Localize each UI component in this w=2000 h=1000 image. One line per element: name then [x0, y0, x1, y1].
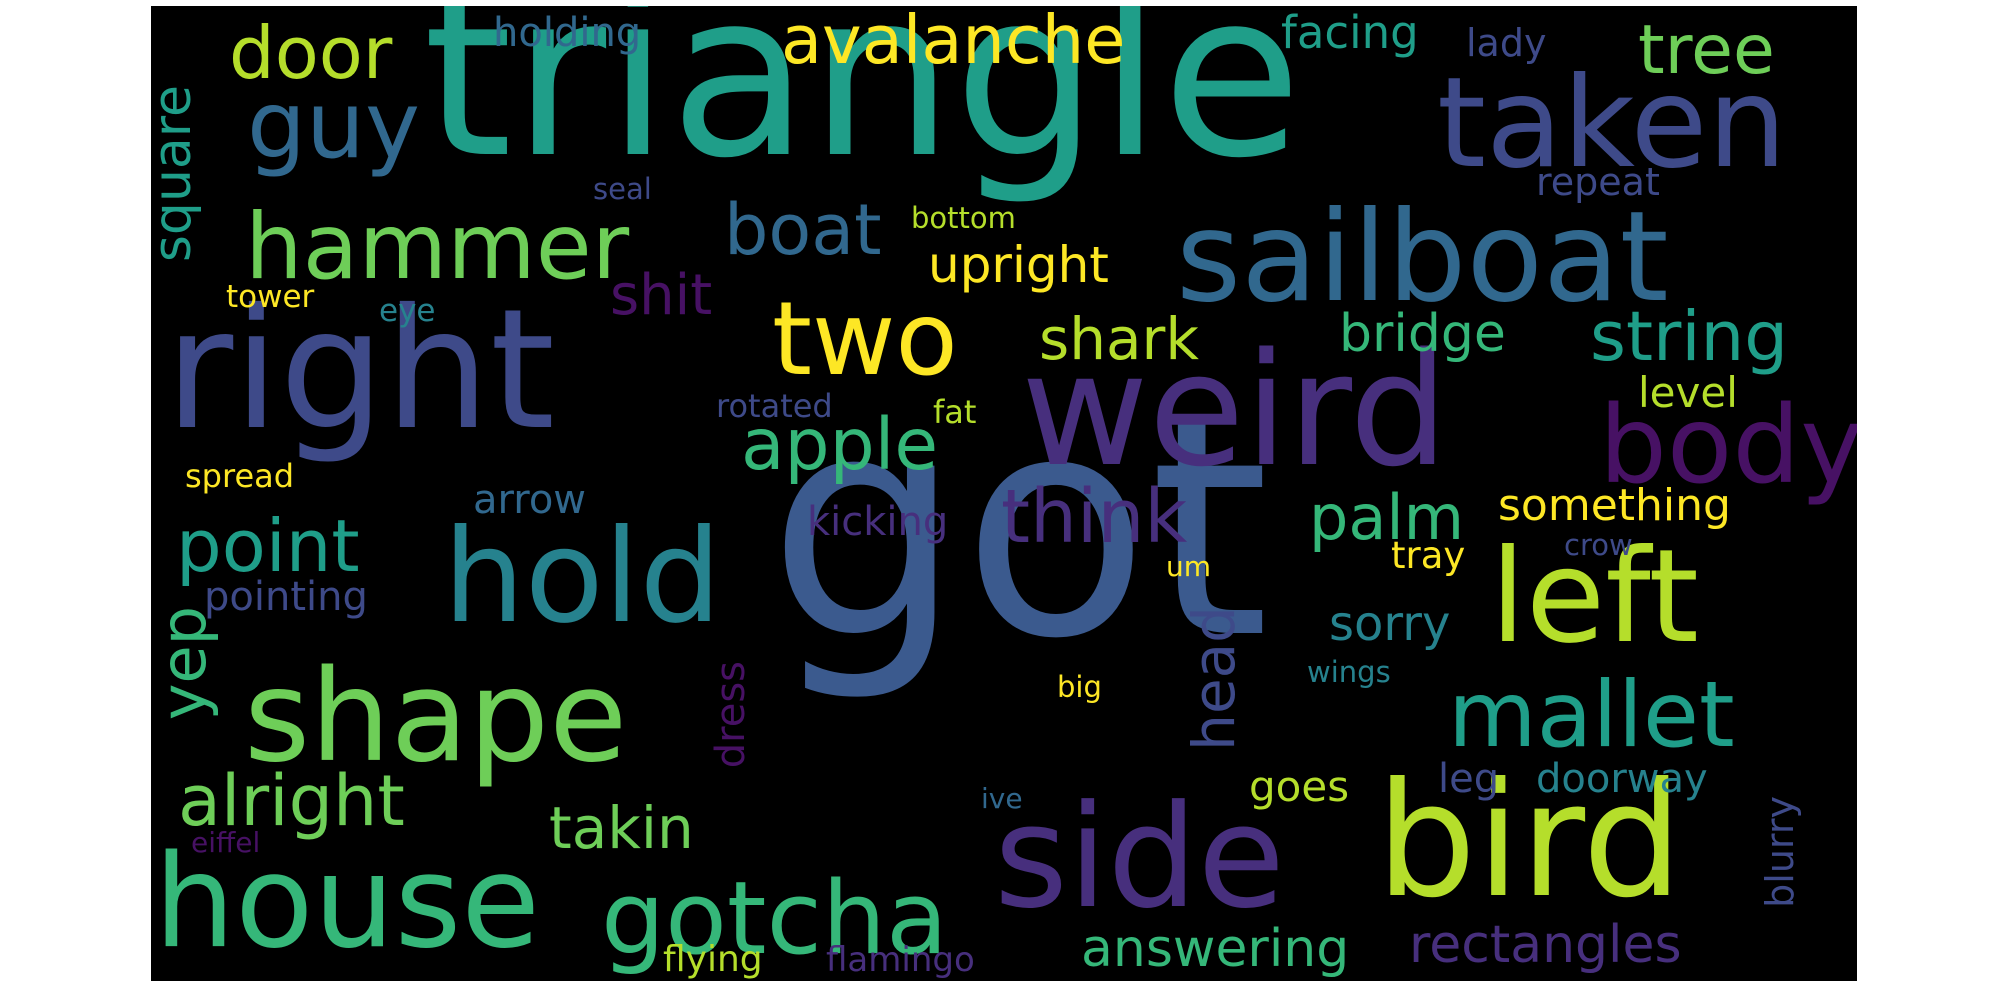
word-body: body	[1599, 384, 1857, 508]
word-flying: flying	[663, 939, 763, 980]
word-right: right	[165, 274, 556, 467]
word-two: two	[772, 280, 958, 399]
word-holding: holding	[493, 10, 642, 56]
word-alright: alright	[178, 760, 405, 842]
word-big: big	[1057, 670, 1102, 704]
word-string: string	[1590, 297, 1789, 377]
word-something: something	[1498, 480, 1731, 531]
word-weird: weird	[1021, 319, 1449, 501]
word-ive: ive	[981, 782, 1023, 815]
word-shark: shark	[1039, 305, 1199, 373]
word-repeat: repeat	[1536, 160, 1660, 204]
word-shit: shit	[610, 263, 713, 328]
word-bird: bird	[1376, 749, 1683, 933]
word-house: house	[154, 828, 540, 977]
word-wings: wings	[1307, 655, 1391, 689]
word-triangle: triangle	[423, 6, 1303, 208]
word-boat: boat	[724, 189, 882, 271]
word-tree: tree	[1638, 11, 1775, 90]
word-arrow: arrow	[473, 477, 587, 523]
word-rectangles: rectangles	[1409, 915, 1682, 975]
word-square: square	[151, 85, 203, 263]
word-guy: guy	[247, 71, 421, 179]
word-um: um	[1166, 550, 1212, 583]
word-rotated: rotated	[716, 387, 833, 425]
word-cloud: got triangle right weird sailboat bird t…	[151, 6, 1857, 981]
word-lady: lady	[1466, 21, 1547, 65]
word-sorry: sorry	[1329, 596, 1451, 652]
word-bridge: bridge	[1339, 304, 1506, 364]
word-bottom: bottom	[911, 201, 1016, 235]
word-eiffel: eiffel	[191, 826, 261, 859]
word-crow: crow	[1564, 528, 1633, 562]
word-goes: goes	[1249, 762, 1350, 811]
word-door: door	[229, 11, 393, 95]
word-left: left	[1490, 522, 1699, 672]
word-side: side	[994, 775, 1285, 940]
word-shape: shape	[244, 642, 628, 790]
word-palm: palm	[1309, 481, 1464, 554]
word-flamingo: flamingo	[826, 940, 975, 980]
word-point: point	[176, 504, 360, 588]
word-seal: seal	[593, 172, 652, 206]
word-takin: takin	[549, 794, 694, 862]
word-head: head	[1180, 606, 1248, 751]
word-think: think	[1001, 474, 1188, 560]
word-answering: answering	[1081, 919, 1350, 979]
word-tray: tray	[1391, 534, 1466, 577]
word-apple: apple	[741, 403, 939, 486]
word-gotcha: gotcha	[601, 859, 948, 977]
word-upright: upright	[928, 236, 1109, 294]
word-spread: spread	[185, 457, 295, 495]
word-facing: facing	[1281, 6, 1419, 59]
word-level: level	[1638, 368, 1738, 417]
word-dress: dress	[708, 661, 754, 769]
word-got: got	[768, 350, 1270, 706]
word-kicking: kicking	[807, 499, 949, 545]
word-eye: eye	[379, 293, 436, 329]
word-sailboat: sailboat	[1176, 185, 1669, 330]
word-yep: yep	[151, 606, 220, 721]
word-tower: tower	[226, 279, 315, 315]
word-doorway: doorway	[1536, 756, 1708, 802]
word-mallet: mallet	[1448, 663, 1735, 768]
word-avalanche: avalanche	[781, 6, 1126, 79]
word-leg: leg	[1438, 756, 1500, 802]
word-taken: taken	[1437, 51, 1787, 196]
word-hold: hold	[443, 502, 722, 652]
word-fat: fat	[933, 393, 977, 431]
word-blurry: blurry	[1758, 796, 1802, 908]
word-pointing: pointing	[204, 574, 368, 620]
word-hammer: hammer	[245, 195, 630, 300]
